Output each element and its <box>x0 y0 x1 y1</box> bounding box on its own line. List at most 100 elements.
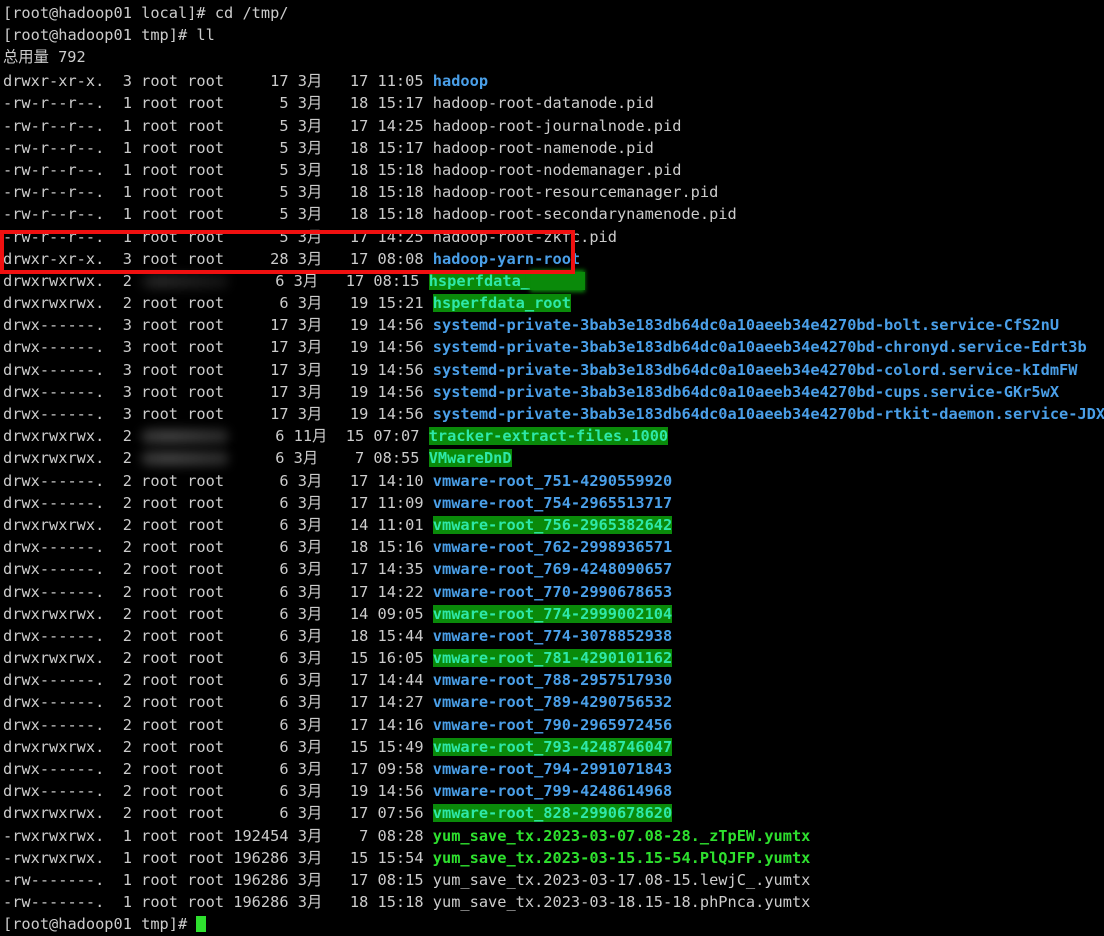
file-name-cell[interactable]: hadoop-root-nodemanager.pid <box>432 160 682 179</box>
owner-group-cell: root root <box>141 116 234 135</box>
month-cell: 3月 <box>297 205 341 224</box>
file-name-cell[interactable]: hadoop-root-resourcemanager.pid <box>432 183 719 202</box>
time-cell: 16:05 <box>377 649 433 668</box>
permissions-cell: drwxrwxrwx. <box>3 427 123 446</box>
owner-group-cell: root root <box>141 227 234 246</box>
file-name-cell[interactable]: systemd-private-3bab3e183db64dc0a10aeeb3… <box>432 360 1078 379</box>
file-name-cell[interactable]: hadoop-root-secondarynamenode.pid <box>432 205 737 224</box>
time-cell: 14:22 <box>377 582 433 601</box>
size-cell: 5 <box>233 227 298 246</box>
file-name-cell[interactable]: vmware-root_751-4290559920 <box>432 471 673 490</box>
file-name-cell[interactable]: VMwareDnD <box>428 449 512 468</box>
permissions-cell: drwx------. <box>3 382 123 401</box>
file-name-cell[interactable]: systemd-private-3bab3e183db64dc0a10aeeb3… <box>432 405 1104 423</box>
time-cell: 14:56 <box>377 382 433 401</box>
size-cell: 196286 <box>233 848 298 867</box>
permissions-cell: drwx------. <box>3 582 123 601</box>
owner-group-cell: root root <box>141 160 234 179</box>
time-cell: 14:56 <box>377 405 433 423</box>
listing-row: drwx------. 2 root root 6 3月 18 15:16 vm… <box>0 536 1104 558</box>
month-cell: 3月 <box>297 782 341 801</box>
time-cell: 14:56 <box>377 316 433 335</box>
month-cell: 3月 <box>297 72 341 91</box>
file-name-cell[interactable]: yum_save_tx.2023-03-07.08-28._zTpEW.yumt… <box>432 826 811 845</box>
file-name-cell[interactable]: vmware-root_789-4290756532 <box>432 693 673 712</box>
listing-row: drwx------. 2 root root 6 3月 17 14:27 vm… <box>0 691 1104 713</box>
listing-row: drwxrwxrwx. 2 6 3月 17 08:15 hsperfdata_ <box>0 269 1104 293</box>
link-count-cell: 3 <box>122 316 142 335</box>
file-name-cell[interactable]: vmware-root_769-4248090657 <box>432 560 673 579</box>
owner-group-cell: root root <box>141 316 234 335</box>
file-name-cell[interactable]: systemd-private-3bab3e183db64dc0a10aeeb3… <box>432 382 1060 401</box>
day-cell: 18 <box>340 893 378 912</box>
day-cell: 17 <box>340 560 378 579</box>
time-cell: 14:25 <box>377 116 433 135</box>
permissions-cell: drwxrwxrwx. <box>3 804 123 823</box>
file-name-cell[interactable]: systemd-private-3bab3e183db64dc0a10aeeb3… <box>432 338 1087 357</box>
file-name-cell[interactable]: hadoop-root-namenode.pid <box>432 138 654 157</box>
size-cell: 17 <box>233 382 298 401</box>
file-name-cell[interactable]: hadoop-root-zkfc.pid <box>432 227 617 246</box>
day-cell: 17 <box>340 72 378 91</box>
month-cell: 3月 <box>293 271 337 290</box>
time-cell: 15:18 <box>377 205 433 224</box>
day-cell: 19 <box>340 382 378 401</box>
size-cell: 6 <box>233 737 298 756</box>
file-name-cell[interactable]: vmware-root_756-2965382642 <box>432 515 673 534</box>
file-name-cell[interactable]: yum_save_tx.2023-03-17.08-15.lewjC_.yumt… <box>432 870 811 889</box>
owner-group-cell: root root <box>141 72 234 91</box>
file-name-cell[interactable]: yum_save_tx.2023-03-18.15-18.phPnca.yumt… <box>432 893 811 912</box>
file-name-cell[interactable]: hadoop-root-journalnode.pid <box>432 116 682 135</box>
file-name-cell[interactable]: yum_save_tx.2023-03-15.15-54.PlQJFP.yumt… <box>432 848 811 867</box>
file-name-cell[interactable]: vmware-root_754-2965513717 <box>432 493 673 512</box>
file-name-cell[interactable]: vmware-root_781-4290101162 <box>432 649 673 668</box>
time-cell: 11:09 <box>377 493 433 512</box>
file-name-cell[interactable]: hsperfdata_ <box>428 269 586 293</box>
final-prompt-line: [root@hadoop01 tmp]# <box>0 913 1104 935</box>
file-name-cell[interactable]: vmware-root_770-2990678653 <box>432 582 673 601</box>
size-cell: 6 <box>233 693 298 712</box>
month-cell: 3月 <box>297 138 341 157</box>
file-name-cell[interactable]: vmware-root_799-4248614968 <box>432 782 673 801</box>
day-cell: 17 <box>340 760 378 778</box>
file-name-cell[interactable]: vmware-root_794-2991071843 <box>432 760 673 778</box>
size-cell: 6 <box>233 294 298 313</box>
file-name-cell[interactable]: vmware-root_788-2957517930 <box>432 671 673 690</box>
month-cell: 3月 <box>297 316 341 335</box>
day-cell: 17 <box>340 249 378 268</box>
month-cell: 3月 <box>297 360 341 379</box>
month-cell: 3月 <box>297 649 341 668</box>
month-cell: 3月 <box>297 515 341 534</box>
time-cell: 11:05 <box>377 72 433 91</box>
file-name-cell[interactable]: vmware-root_774-2999002104 <box>432 604 673 623</box>
file-name-cell[interactable]: vmware-root_828-2990678620 <box>432 804 673 823</box>
listing-row: drwxrwxrwx. 2 6 11月 15 07:07 tracker-ext… <box>0 425 1104 447</box>
owner-group-cell: root root <box>141 804 234 823</box>
file-name-cell[interactable]: hadoop-root-datanode.pid <box>432 94 654 113</box>
day-cell: 17 <box>340 493 378 512</box>
file-name-cell[interactable]: vmware-root_762-2998936571 <box>432 538 673 557</box>
day-cell: 17 <box>336 271 374 290</box>
permissions-cell: drwx------. <box>3 493 123 512</box>
link-count-cell: 1 <box>122 848 142 867</box>
file-name-cell[interactable]: vmware-root_774-3078852938 <box>432 626 673 645</box>
permissions-cell: drwxrwxrwx. <box>3 737 123 756</box>
time-cell: 08:28 <box>377 826 433 845</box>
file-name-cell[interactable]: hadoop-yarn-root <box>432 249 581 268</box>
link-count-cell: 2 <box>122 515 142 534</box>
file-name-cell[interactable]: hsperfdata_root <box>432 294 571 313</box>
time-cell: 15:17 <box>377 94 433 113</box>
permissions-cell: -rwxrwxrwx. <box>3 848 123 867</box>
permissions-cell: drwx------. <box>3 782 123 801</box>
file-name-cell[interactable]: vmware-root_790-2965972456 <box>432 715 673 734</box>
block-cursor <box>196 916 206 933</box>
day-cell: 7 <box>340 826 378 845</box>
permissions-cell: drwx------. <box>3 671 123 690</box>
listing-row: drwx------. 3 root root 17 3月 19 14:56 s… <box>0 403 1104 425</box>
file-name-cell[interactable]: vmware-root_793-4248746047 <box>432 737 673 756</box>
file-name-cell[interactable]: systemd-private-3bab3e183db64dc0a10aeeb3… <box>432 316 1060 335</box>
file-name-cell[interactable]: hadoop <box>432 72 489 91</box>
owner-group-cell: root root <box>141 405 234 423</box>
file-name-cell[interactable]: tracker-extract-files.1000 <box>428 427 669 446</box>
